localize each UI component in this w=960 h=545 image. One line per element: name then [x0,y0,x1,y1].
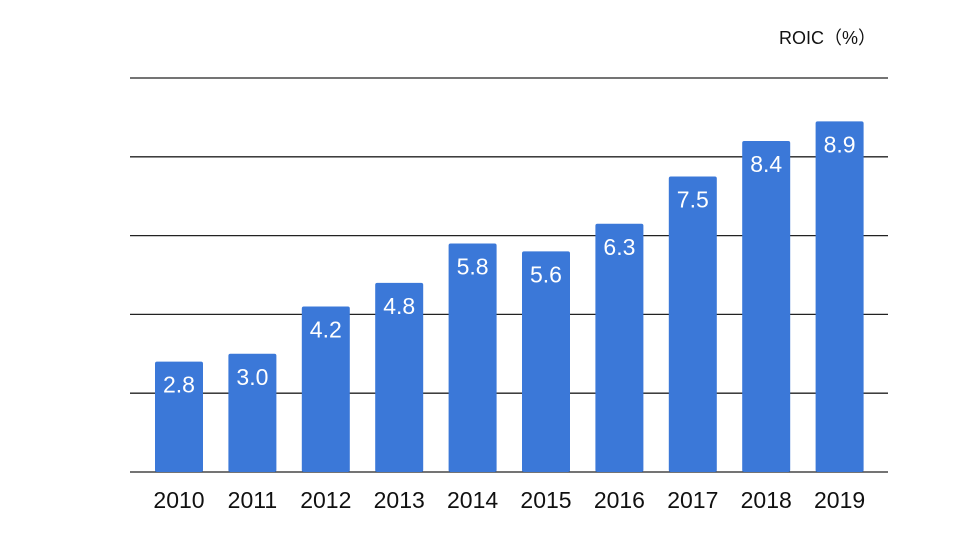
x-tick-label-2013: 2013 [374,487,425,513]
data-label-layer: 2.8 3.0 4.2 4.8 5.8 5.6 6.3 7.5 8.4 8.9 [163,131,856,397]
x-tick-label-2010: 2010 [153,487,204,513]
x-tick-label-2017: 2017 [667,487,718,513]
data-label-2019: 8.9 [824,131,856,157]
data-label-2010: 2.8 [163,372,195,398]
data-label-2017: 7.5 [677,187,709,213]
bar-2019 [815,121,864,472]
x-tick-label-2011: 2011 [228,487,277,513]
bar-2016 [595,223,644,472]
bar-2012 [301,306,350,472]
bar-2013 [375,282,424,472]
bar-2014 [448,243,497,472]
x-tick-label-2019: 2019 [814,487,865,513]
bar-layer [155,121,864,473]
data-label-2011: 3.0 [236,364,268,390]
data-label-2015: 5.6 [530,261,562,287]
data-label-2012: 4.2 [310,317,342,343]
bar-2011 [228,353,277,472]
x-tick-label-2018: 2018 [741,487,792,513]
data-label-2013: 4.8 [383,293,415,319]
x-tick-label-2012: 2012 [300,487,351,513]
x-tick-label-2014: 2014 [447,487,498,513]
bar-2010 [155,361,203,472]
bar-2015 [522,251,570,472]
x-tick-label-2016: 2016 [594,487,645,513]
bar-2018 [742,141,791,473]
data-label-2014: 5.8 [457,253,489,279]
data-label-2018: 8.4 [750,151,782,177]
x-tick-label-2015: 2015 [520,487,571,513]
x-tick-layer: 2010 2011 2012 2013 2014 2015 2016 2017 2018 2019 [153,487,865,513]
data-label-2016: 6.3 [603,234,635,260]
unit-label: ROIC（%） [778,28,876,48]
bar-2017 [668,176,717,472]
